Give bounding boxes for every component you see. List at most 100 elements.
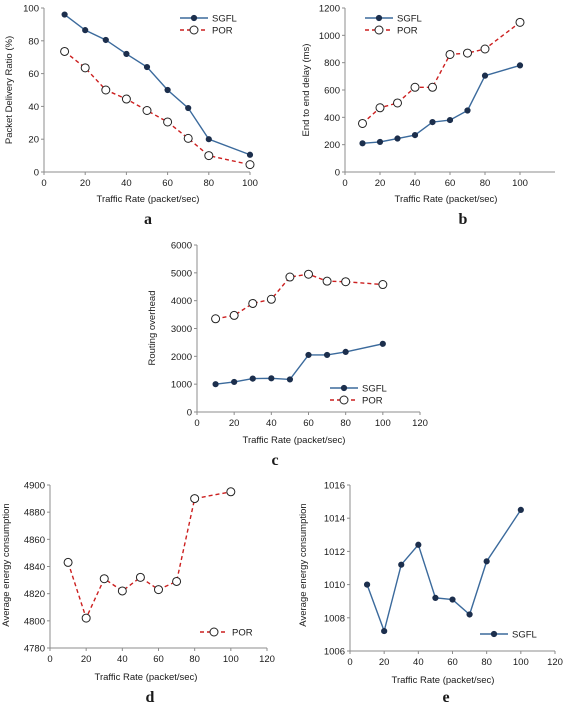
data-point-por [172, 576, 182, 586]
data-point-sgfl [483, 558, 490, 565]
data-point-sgfl [363, 581, 371, 588]
x-tick-label: 40 [117, 654, 128, 665]
y-tick-label: 2000 [171, 352, 192, 363]
y-tick-label: 4840 [24, 562, 45, 573]
data-point-sgfl [342, 348, 349, 355]
data-point-sgfl [464, 107, 471, 114]
data-point-sgfl [212, 381, 219, 388]
data-point-por [121, 94, 131, 104]
data-point-por [410, 82, 420, 92]
data-point-por [229, 310, 239, 320]
y-tick-label: 1012 [324, 547, 345, 558]
y-axis-title: Routing overhead [147, 291, 158, 366]
data-point-por [285, 272, 295, 282]
data-point-por [428, 82, 437, 92]
legend-marker-sgfl [375, 14, 383, 22]
x-tick-label: 80 [480, 178, 491, 189]
legend-label-por: POR [397, 26, 418, 37]
x-tick-label: 20 [229, 418, 240, 429]
x-tick-label: 120 [412, 418, 428, 429]
legend: POR [200, 627, 253, 639]
data-point-por [375, 103, 385, 113]
y-tick-label: 4000 [171, 296, 192, 307]
x-tick-label: 40 [121, 178, 132, 189]
y-axis-title: End to end delay (ms) [301, 44, 312, 137]
chart-panel-e: Average energy consumption Traffic Rate … [298, 481, 563, 707]
y-tick-label: 5000 [171, 268, 192, 279]
data-point-por [304, 269, 313, 279]
x-tick-label: 0 [47, 654, 52, 665]
legend: SGFL [480, 630, 537, 641]
y-tick-label: 0 [34, 168, 39, 179]
x-tick-label: 120 [259, 654, 275, 665]
data-point-por [80, 63, 90, 73]
data-point-sgfl [164, 86, 171, 94]
data-point-por [142, 106, 152, 115]
data-point-por [515, 17, 525, 27]
x-tick-label: 100 [223, 654, 239, 665]
x-tick-label: 60 [162, 178, 173, 189]
y-tick-label: 400 [324, 113, 340, 124]
y-tick-label: 4820 [24, 589, 45, 600]
y-tick-label: 20 [28, 135, 39, 146]
data-point-sgfl [246, 151, 254, 158]
data-point-sgfl [481, 72, 489, 79]
x-tick-label: 60 [447, 657, 458, 668]
data-point-sgfl [449, 596, 456, 603]
data-point-sgfl [82, 27, 89, 34]
y-tick-label: 1014 [324, 514, 345, 525]
legend-marker-por [209, 627, 219, 637]
x-tick-label: 0 [41, 178, 46, 189]
y-tick-label: 800 [324, 58, 340, 69]
x-tick-label: 20 [80, 178, 91, 189]
x-tick-label: 0 [194, 418, 199, 429]
y-tick-label: 3000 [171, 324, 192, 335]
y-tick-label: 600 [324, 86, 340, 97]
x-tick-label: 40 [413, 657, 424, 668]
y-axis-title: Packet Delivery Ratio (%) [4, 36, 15, 144]
data-point-sgfl [143, 63, 151, 71]
data-point-por [204, 151, 214, 161]
data-point-sgfl [415, 541, 422, 548]
x-tick-label: 80 [340, 418, 351, 429]
panel-label: e [442, 689, 449, 706]
data-point-por [99, 574, 109, 584]
panel-label: c [271, 452, 278, 469]
data-point-sgfl [123, 50, 130, 58]
series-line-por [215, 273, 383, 320]
legend-label-por: POR [232, 628, 253, 639]
x-tick-label: 80 [204, 178, 215, 189]
y-tick-label: 1006 [324, 647, 345, 658]
data-point-sgfl [323, 351, 331, 359]
data-point-sgfl [411, 132, 419, 139]
data-point-por [190, 494, 200, 504]
data-point-por [378, 280, 388, 290]
data-point-por [135, 572, 145, 582]
data-point-por [445, 49, 455, 59]
data-point-sgfl [517, 506, 524, 513]
data-point-sgfl [61, 11, 68, 18]
data-point-por [245, 160, 255, 170]
data-point-sgfl [379, 340, 386, 347]
x-tick-label: 0 [347, 657, 352, 668]
y-tick-label: 1000 [319, 31, 340, 42]
series-line-sgfl [366, 509, 522, 634]
y-tick-label: 1010 [324, 580, 345, 591]
data-point-sgfl [398, 561, 405, 568]
y-tick-label: 60 [28, 69, 39, 80]
x-tick-label: 60 [445, 178, 456, 189]
legend-label-sgfl: SGFL [362, 384, 387, 395]
panel-label: a [144, 211, 152, 228]
data-point-por [393, 98, 402, 108]
x-axis-title: Traffic Rate (packet/sec) [97, 194, 200, 205]
y-tick-label: 100 [23, 4, 39, 15]
data-point-sgfl [185, 104, 192, 112]
y-axis-title: Average energy consumption [1, 503, 12, 626]
data-point-sgfl [429, 119, 436, 126]
chart-panel-a: Packet Delivery Ratio (%) Traffic Rate (… [4, 4, 258, 229]
panel-label: b [459, 211, 468, 228]
x-tick-label: 100 [375, 418, 391, 429]
y-tick-label: 4860 [24, 535, 45, 546]
